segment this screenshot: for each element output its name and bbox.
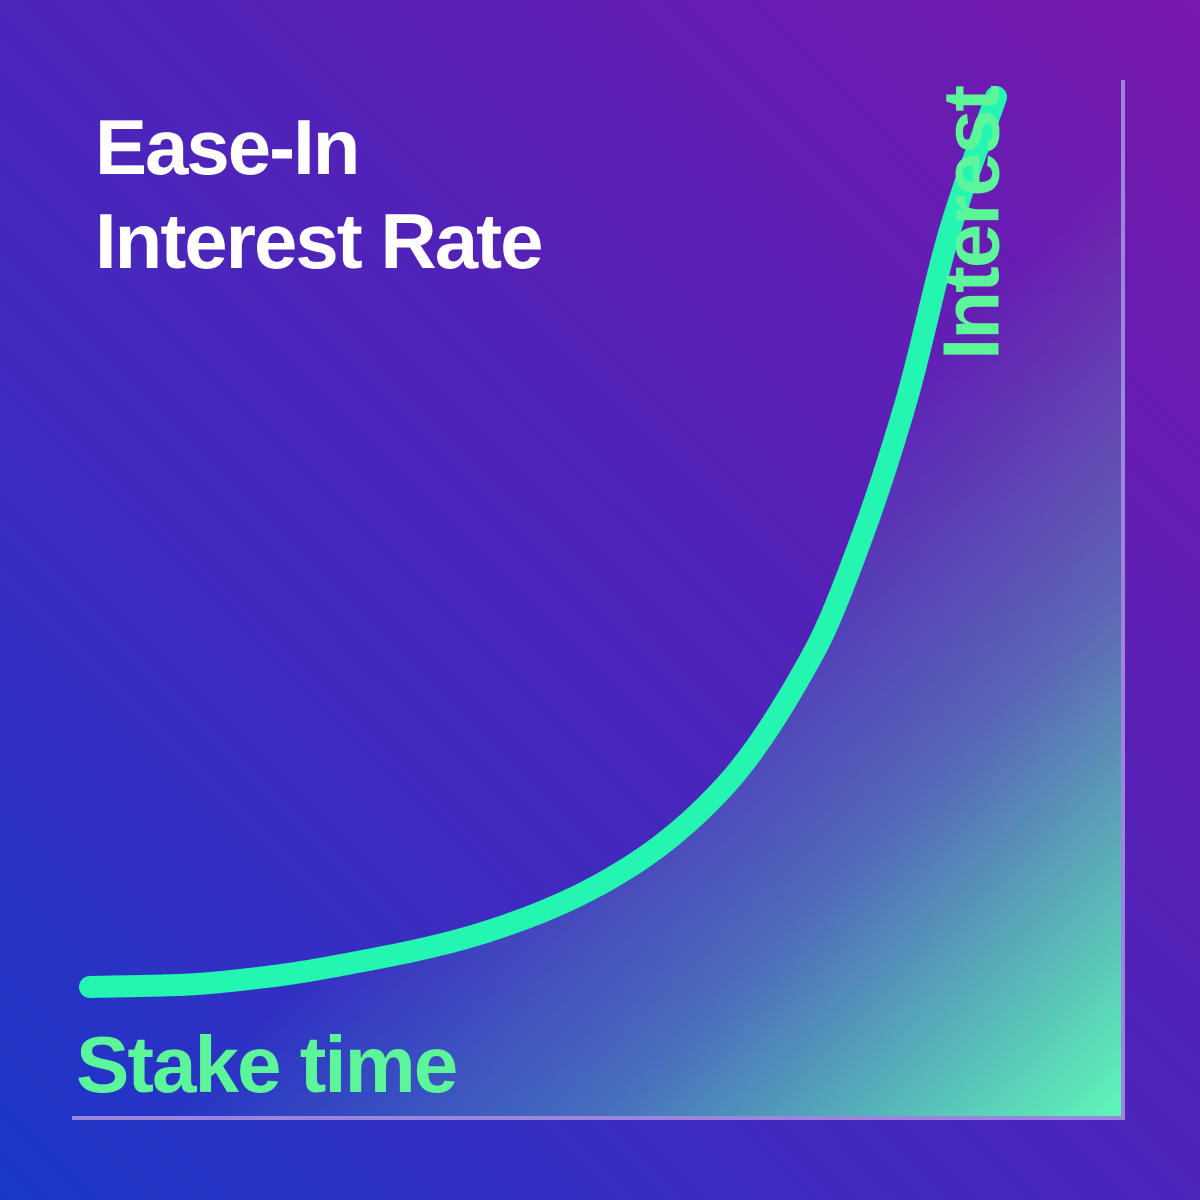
interest-curve xyxy=(79,86,1007,998)
x-axis-label: Stake time xyxy=(76,1020,458,1109)
chart-title: Ease-In Interest Rate xyxy=(95,100,795,288)
title-line-2: Interest Rate xyxy=(95,197,544,285)
title-line-1: Ease-In xyxy=(95,103,360,191)
y-axis-label: Interest xyxy=(926,87,1016,360)
area-fill xyxy=(90,97,1123,1118)
